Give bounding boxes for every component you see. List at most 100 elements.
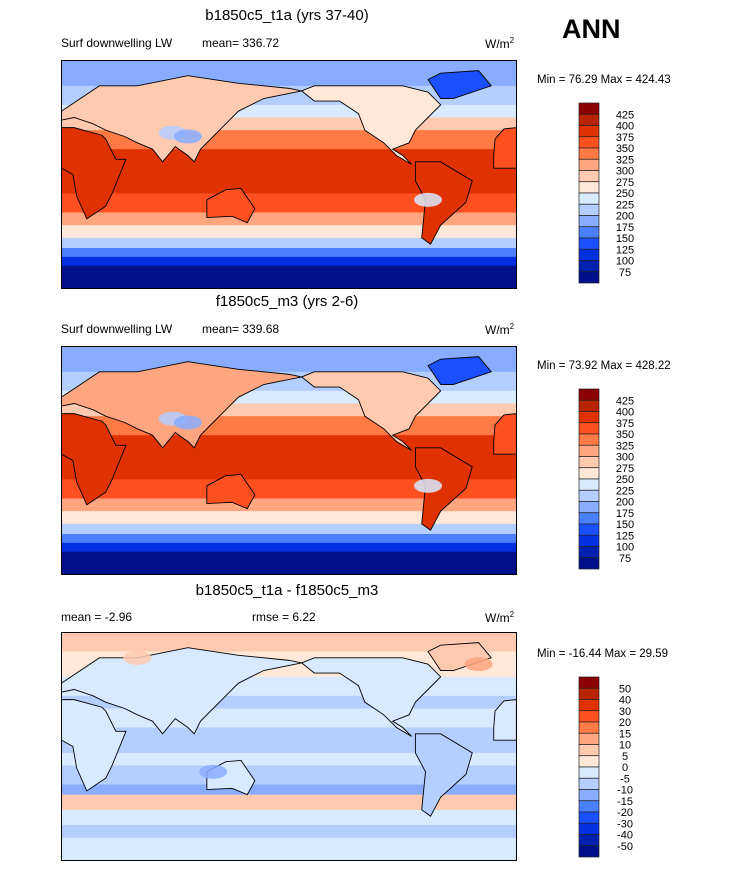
colorbar-swatch	[578, 136, 600, 149]
colorbar-tick-label: 400	[616, 407, 634, 419]
coastline-samerica	[414, 447, 473, 531]
colorbar-tick-label: -15	[617, 796, 633, 808]
colorbar: 4254003753503253002752502252001751501251…	[578, 102, 634, 284]
colorbar-tick-label: 15	[619, 728, 631, 740]
colorbar-swatch	[578, 422, 600, 435]
colorbar-swatch	[578, 226, 600, 239]
map-band	[61, 247, 517, 258]
min-max-label: Min = 73.92 Max = 428.22	[537, 360, 671, 372]
map-band	[61, 784, 517, 796]
colorbar-tick-label: 100	[616, 542, 634, 554]
colorbar-tick-label: 250	[616, 188, 634, 200]
coastline-samerica	[414, 733, 473, 817]
colorbar-swatch	[578, 170, 600, 183]
colorbar-swatch	[578, 755, 600, 768]
colorbar-swatch	[578, 203, 600, 216]
colorbar-swatch	[578, 125, 600, 138]
colorbar-tick-label: 225	[616, 485, 634, 497]
map-band	[61, 498, 517, 512]
coastline-australia	[206, 187, 256, 224]
colorbar-swatch	[578, 411, 600, 424]
map-band	[61, 225, 517, 239]
map-feature	[173, 415, 202, 430]
colorbar-swatch	[578, 215, 600, 228]
map-band	[61, 542, 517, 553]
colorbar-tick-label: 40	[619, 695, 631, 707]
colorbar-tick-label: 275	[616, 463, 634, 475]
colorbar-tick-label: 325	[616, 440, 634, 452]
map-band	[61, 794, 517, 811]
map-frame	[61, 60, 517, 289]
panel-title: b1850c5_t1a - f1850c5_m3	[195, 582, 379, 599]
colorbar: 4254003753503253002752502252001751501251…	[578, 388, 634, 570]
colorbar-tick-label: 125	[616, 244, 634, 256]
map-band	[61, 523, 517, 535]
colorbar-tick-label: 75	[619, 553, 631, 565]
colorbar-swatch	[578, 444, 600, 457]
colorbar-swatch	[578, 687, 600, 700]
map-band	[61, 837, 517, 861]
colorbar-swatch	[578, 845, 600, 858]
colorbar-swatch	[578, 248, 600, 261]
colorbar-tick-label: 0	[622, 762, 628, 774]
season-label: ANN	[562, 14, 621, 44]
colorbar-tick-label: -40	[617, 830, 633, 842]
colorbar-swatch	[578, 260, 600, 273]
map-feature	[173, 129, 202, 144]
coastline-namerica	[300, 85, 442, 165]
coastline-samerica	[414, 161, 473, 245]
colorbar-tick-label: 325	[616, 154, 634, 166]
variable-label: Surf downwelling LW	[61, 322, 173, 336]
variable-label: Surf downwelling LW	[61, 36, 173, 50]
colorbar-tick-label: 350	[616, 143, 634, 155]
map-band	[61, 511, 517, 525]
colorbar-tick-label: 350	[616, 429, 634, 441]
map-band	[61, 752, 517, 766]
coastline-eurasia	[61, 75, 302, 163]
map-band	[61, 765, 517, 785]
colorbar-swatch	[578, 834, 600, 847]
map-band	[61, 237, 517, 249]
colorbar-swatch	[578, 512, 600, 525]
colorbar-swatch	[578, 388, 600, 401]
map-band	[61, 479, 517, 499]
colorbar-tick-label: 425	[616, 395, 634, 407]
colorbar-swatch	[578, 744, 600, 757]
colorbar-tick-label: -5	[620, 773, 630, 785]
colorbar-tick-label: -10	[617, 785, 633, 797]
colorbar-tick-label: 400	[616, 121, 634, 133]
map-feature	[414, 192, 443, 207]
colorbar-tick-label: 50	[619, 683, 631, 695]
colorbar-swatch	[578, 478, 600, 491]
colorbar-tick-label: 300	[616, 166, 634, 178]
mean-label: mean= 339.68	[202, 322, 280, 336]
map-band	[61, 212, 517, 226]
colorbar-tick-label: -50	[617, 841, 633, 853]
coastline-africa	[61, 413, 127, 506]
colorbar-tick-label: 30	[619, 706, 631, 718]
panel-title: b1850c5_t1a (yrs 37-40)	[205, 7, 369, 24]
colorbar-swatch	[578, 800, 600, 813]
map-band	[61, 533, 517, 544]
colorbar-swatch	[578, 811, 600, 824]
colorbar-swatch	[578, 676, 600, 689]
map-band	[61, 825, 517, 839]
colorbar-tick-label: 20	[619, 717, 631, 729]
colorbar-swatch	[578, 399, 600, 412]
coastline-namerica	[300, 371, 442, 451]
colorbar-swatch	[578, 721, 600, 734]
colorbar-swatch	[578, 699, 600, 712]
coastline-eurasia	[61, 361, 302, 449]
colorbar-swatch	[578, 467, 600, 480]
colorbar-tick-label: 10	[619, 740, 631, 752]
colorbar-swatch	[578, 534, 600, 547]
colorbar-swatch	[578, 789, 600, 802]
colorbar-swatch	[578, 489, 600, 502]
map-band	[61, 265, 517, 289]
colorbar-swatch	[578, 271, 600, 284]
colorbar-tick-label: 425	[616, 109, 634, 121]
colorbar-swatch	[578, 710, 600, 723]
map-frame	[61, 632, 517, 861]
map-band	[61, 256, 517, 267]
